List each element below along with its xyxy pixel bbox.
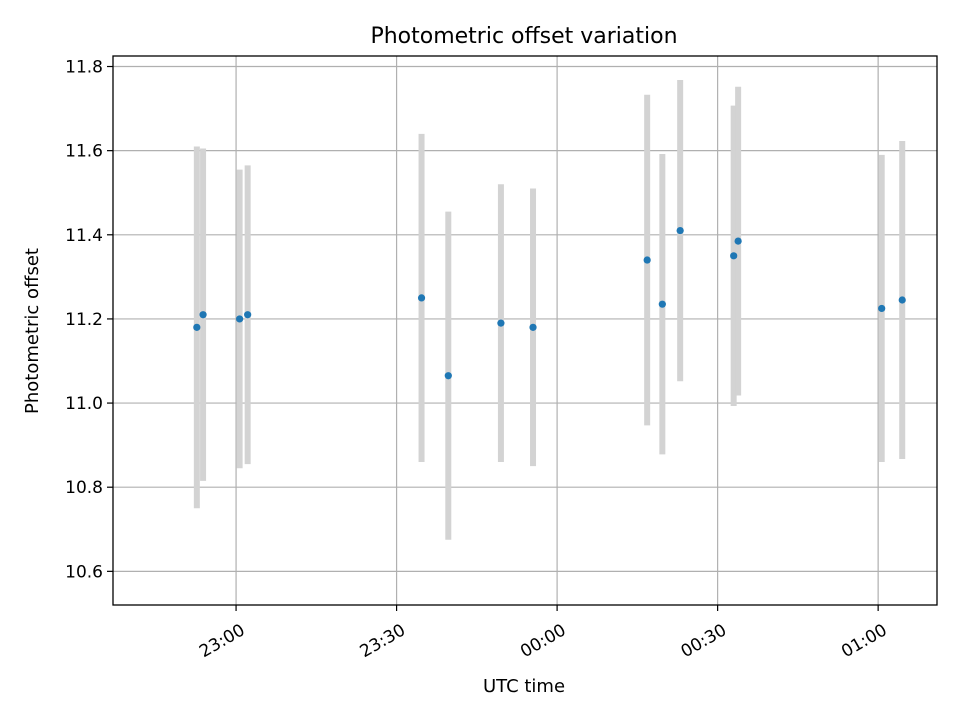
data-point	[658, 300, 666, 308]
chart-title: Photometric offset variation	[370, 24, 677, 49]
data-point	[730, 252, 738, 260]
data-point	[878, 304, 886, 313]
y-tick-label: 10.8	[65, 478, 103, 498]
data-point	[643, 256, 651, 264]
x-axis-label: UTC time	[483, 676, 565, 697]
y-tick-label: 11.2	[65, 310, 103, 330]
data-point	[199, 311, 207, 319]
y-tick-label: 11.4	[65, 226, 103, 246]
plot-frame	[112, 55, 938, 606]
error-bars	[193, 79, 906, 540]
data-point	[417, 294, 426, 302]
y-tick-label: 11.0	[65, 394, 103, 414]
x-tick-label: 00:00	[517, 620, 569, 662]
data-point	[444, 372, 452, 380]
x-tick-label: 23:00	[196, 620, 248, 662]
data-point	[193, 323, 201, 331]
x-tick-label: 23:30	[357, 620, 409, 662]
grid-lines	[113, 56, 937, 605]
data-point	[676, 226, 684, 235]
y-tick-label: 11.8	[65, 58, 103, 78]
data-point	[898, 296, 906, 304]
y-axis-label: Photometric offset	[22, 248, 43, 414]
y-tick-label: 11.6	[65, 142, 103, 162]
data-point	[244, 311, 252, 319]
y-tick-label: 10.6	[65, 562, 103, 582]
x-tick-label: 00:30	[678, 620, 730, 662]
data-point	[734, 237, 742, 245]
data-point	[529, 323, 537, 331]
data-point	[497, 319, 505, 327]
data-point	[236, 315, 244, 323]
data-points	[193, 226, 906, 380]
x-tick-label: 01:00	[838, 620, 890, 662]
